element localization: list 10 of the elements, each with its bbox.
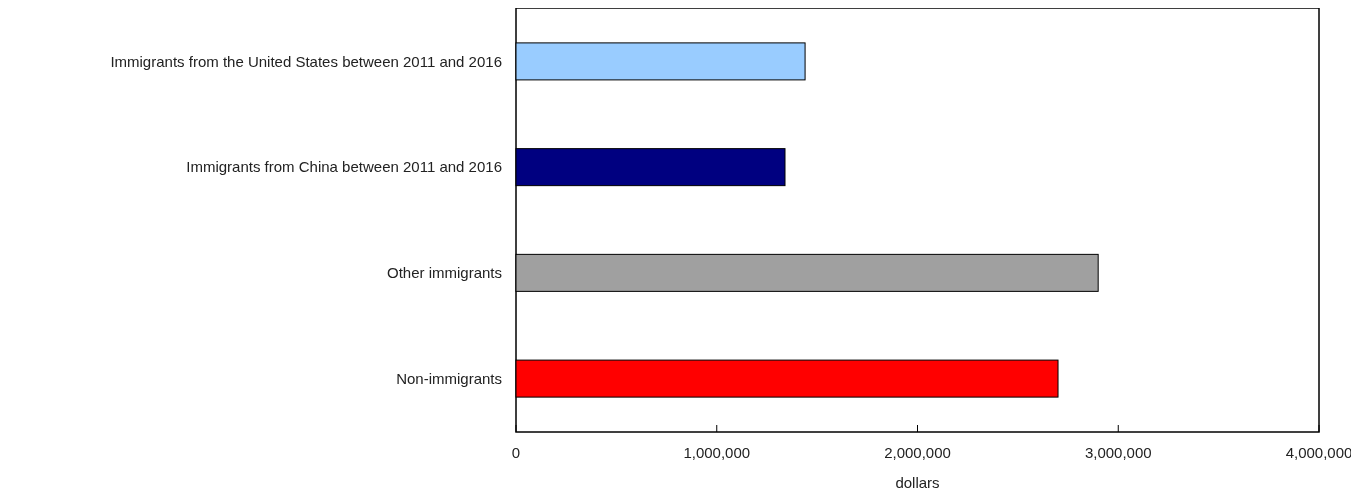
x-tick-label: 0 — [511, 444, 521, 461]
x-tick-label: 2,000,000 — [884, 444, 951, 461]
x-axis-title: dollars — [895, 474, 940, 491]
x-tick-label: 1,000,000 — [683, 444, 751, 461]
x-tick-label: 4,000,000 — [1285, 444, 1353, 461]
x-tick-label: 3,000,000 — [1084, 444, 1152, 461]
y-tick-label: Immigrants from the United States between 2011 and 2016 — [110, 52, 502, 70]
y-tick-label: Immigrants from China between 2011 and 2016 — [186, 158, 502, 176]
y-tick-label: Non-immigrants — [396, 369, 502, 387]
y-tick-label: Other immigrants — [386, 264, 502, 282]
